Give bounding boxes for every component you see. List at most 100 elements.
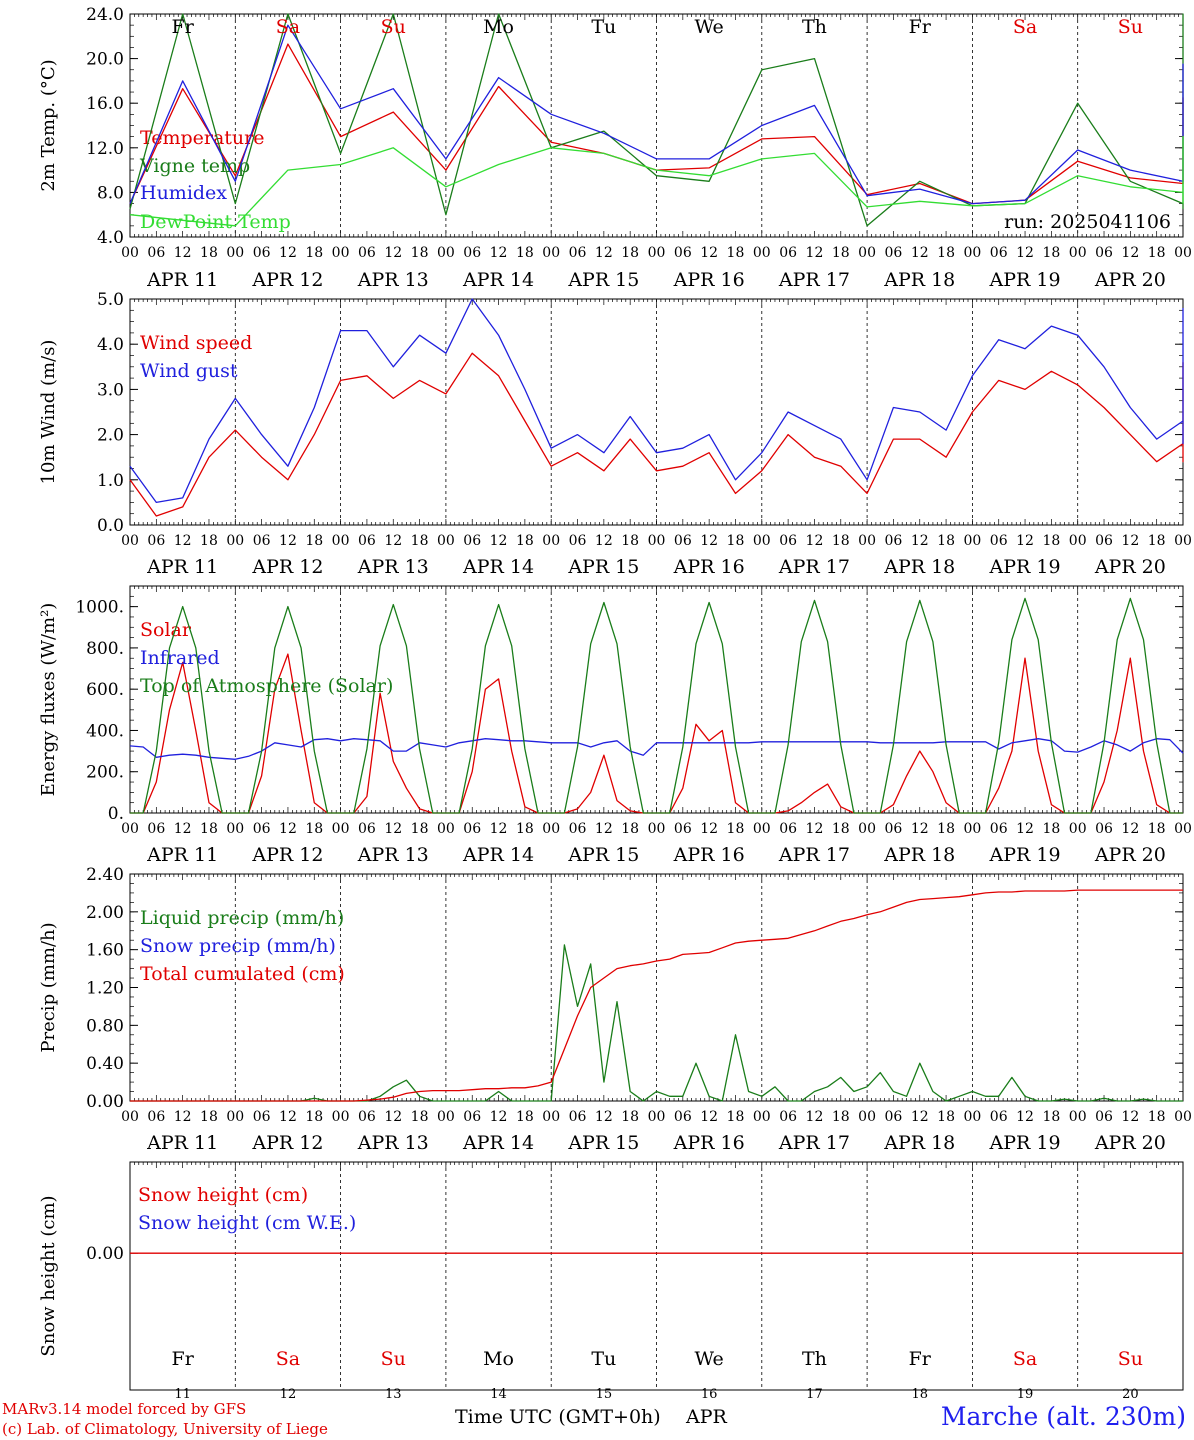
date-label: APR 13 — [357, 1132, 429, 1154]
hour-tick-label: 18 — [727, 245, 745, 261]
legend-entry: Solar — [140, 619, 192, 641]
hour-tick-label: 18 — [305, 245, 323, 261]
legend-entry: Total cumulated (cm) — [140, 963, 345, 985]
hour-tick-label: 18 — [411, 821, 429, 837]
hour-tick-label: 06 — [779, 821, 797, 837]
hour-tick-label: 18 — [1042, 245, 1060, 261]
weekday-label: Sa — [276, 1348, 300, 1370]
hour-tick-label: 12 — [279, 533, 297, 549]
hour-tick-label: 06 — [990, 821, 1008, 837]
hour-tick-label: 06 — [147, 821, 165, 837]
hour-tick-label: 06 — [674, 245, 692, 261]
hour-tick-label: 00 — [1174, 1109, 1192, 1125]
hour-tick-label: 18 — [411, 533, 429, 549]
hour-tick-label: 12 — [1121, 533, 1139, 549]
weekday-label: Mo — [483, 1348, 514, 1370]
hour-tick-label: 18 — [937, 821, 955, 837]
hour-tick-label: 12 — [1016, 821, 1034, 837]
hour-tick-label: 06 — [1095, 533, 1113, 549]
day-number-label: 17 — [806, 1387, 823, 1402]
y-tick-label: 0.0 — [97, 516, 124, 536]
weekday-label: We — [695, 1348, 724, 1370]
hour-tick-label: 00 — [121, 245, 139, 261]
y-tick-label: 12.0 — [86, 139, 124, 159]
hour-tick-label: 00 — [1174, 821, 1192, 837]
y-tick-label: 800. — [86, 639, 124, 659]
hour-tick-label: 12 — [279, 821, 297, 837]
y-tick-label: 3.0 — [97, 380, 124, 400]
hour-tick-label: 18 — [832, 245, 850, 261]
y-tick-label: 0.00 — [86, 1244, 124, 1264]
hour-tick-label: 18 — [411, 245, 429, 261]
hour-tick-label: 18 — [200, 245, 218, 261]
date-label: APR 17 — [778, 556, 850, 578]
legend-entry: Humidex — [140, 182, 227, 204]
hour-tick-label: 18 — [621, 533, 639, 549]
series-line — [130, 944, 1183, 1102]
date-label: APR 11 — [146, 269, 218, 291]
date-label: APR 16 — [673, 1132, 745, 1154]
hour-tick-label: 00 — [226, 821, 244, 837]
hour-tick-label: 06 — [253, 1109, 271, 1125]
legend-entry: Snow precip (mm/h) — [140, 935, 336, 957]
hour-tick-label: 18 — [621, 245, 639, 261]
hour-tick-label: 12 — [595, 533, 613, 549]
hour-tick-label: 18 — [1042, 1109, 1060, 1125]
date-label: APR 18 — [883, 844, 955, 866]
hour-tick-label: 00 — [858, 821, 876, 837]
hour-tick-label: 00 — [1069, 533, 1087, 549]
hour-tick-label: 00 — [332, 1109, 350, 1125]
hour-tick-label: 18 — [1148, 533, 1166, 549]
hour-tick-label: 06 — [569, 1109, 587, 1125]
hour-tick-label: 06 — [674, 821, 692, 837]
hour-tick-label: 12 — [806, 245, 824, 261]
y-tick-label: 4.0 — [97, 228, 124, 248]
hour-tick-label: 18 — [832, 533, 850, 549]
series-line — [129, 738, 1184, 760]
hour-tick-label: 18 — [832, 821, 850, 837]
y-tick-label: 0.00 — [86, 1092, 124, 1112]
y-tick-label: 1.0 — [97, 471, 124, 491]
hour-tick-label: 06 — [990, 1109, 1008, 1125]
hour-tick-label: 00 — [963, 533, 981, 549]
hour-tick-label: 00 — [1174, 245, 1192, 261]
y-tick-label: 24.0 — [86, 5, 124, 25]
date-label: APR 17 — [778, 844, 850, 866]
hour-tick-label: 00 — [1069, 821, 1087, 837]
hour-tick-label: 18 — [727, 533, 745, 549]
panel-1: 4.0 8.0 12.0 16.0 20.0 24.0 2m Temp. (°C) Tempe… — [38, 5, 1192, 291]
hour-tick-label: 06 — [779, 533, 797, 549]
hour-tick-label: 12 — [911, 245, 929, 261]
hour-tick-label: 12 — [384, 821, 402, 837]
hour-tick-label: 06 — [358, 1109, 376, 1125]
weekday-label: Th — [802, 1348, 827, 1370]
weekday-label: Su — [381, 16, 406, 38]
hour-tick-label: 00 — [1174, 533, 1192, 549]
hour-tick-label: 06 — [358, 533, 376, 549]
day-number-label: 19 — [1017, 1387, 1034, 1402]
hour-tick-label: 00 — [963, 821, 981, 837]
hour-tick-label: 00 — [648, 821, 666, 837]
hour-tick-label: 06 — [990, 533, 1008, 549]
legend-entry: Infrared — [140, 647, 220, 669]
hour-tick-label: 06 — [569, 533, 587, 549]
date-label: APR 16 — [673, 269, 745, 291]
date-label: APR 14 — [462, 556, 534, 578]
hour-tick-label: 06 — [885, 1109, 903, 1125]
hour-tick-label: 00 — [542, 245, 560, 261]
hour-tick-label: 06 — [147, 533, 165, 549]
hour-tick-label: 00 — [121, 533, 139, 549]
date-label: APR 13 — [357, 269, 429, 291]
date-label: APR 16 — [673, 844, 745, 866]
hour-tick-label: 12 — [279, 245, 297, 261]
hour-tick-label: 12 — [1016, 533, 1034, 549]
hour-tick-label: 18 — [832, 1109, 850, 1125]
weekday-label: We — [695, 16, 724, 38]
hour-tick-label: 12 — [490, 533, 508, 549]
weekday-label: Tu — [591, 1348, 616, 1370]
weekday-label: Su — [1118, 1348, 1143, 1370]
y-tick-label: 400. — [86, 721, 124, 741]
date-label: APR 14 — [462, 1132, 534, 1154]
day-number-label: 13 — [385, 1387, 402, 1402]
hour-tick-label: 12 — [384, 1109, 402, 1125]
